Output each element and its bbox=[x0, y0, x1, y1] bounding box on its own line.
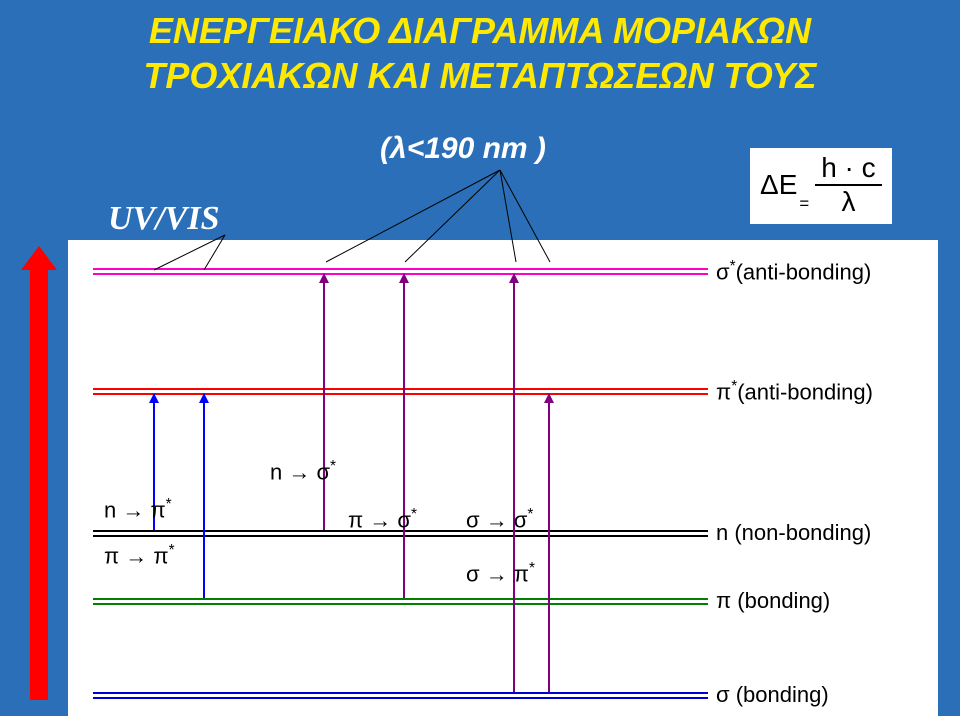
guide-lines bbox=[0, 0, 960, 716]
